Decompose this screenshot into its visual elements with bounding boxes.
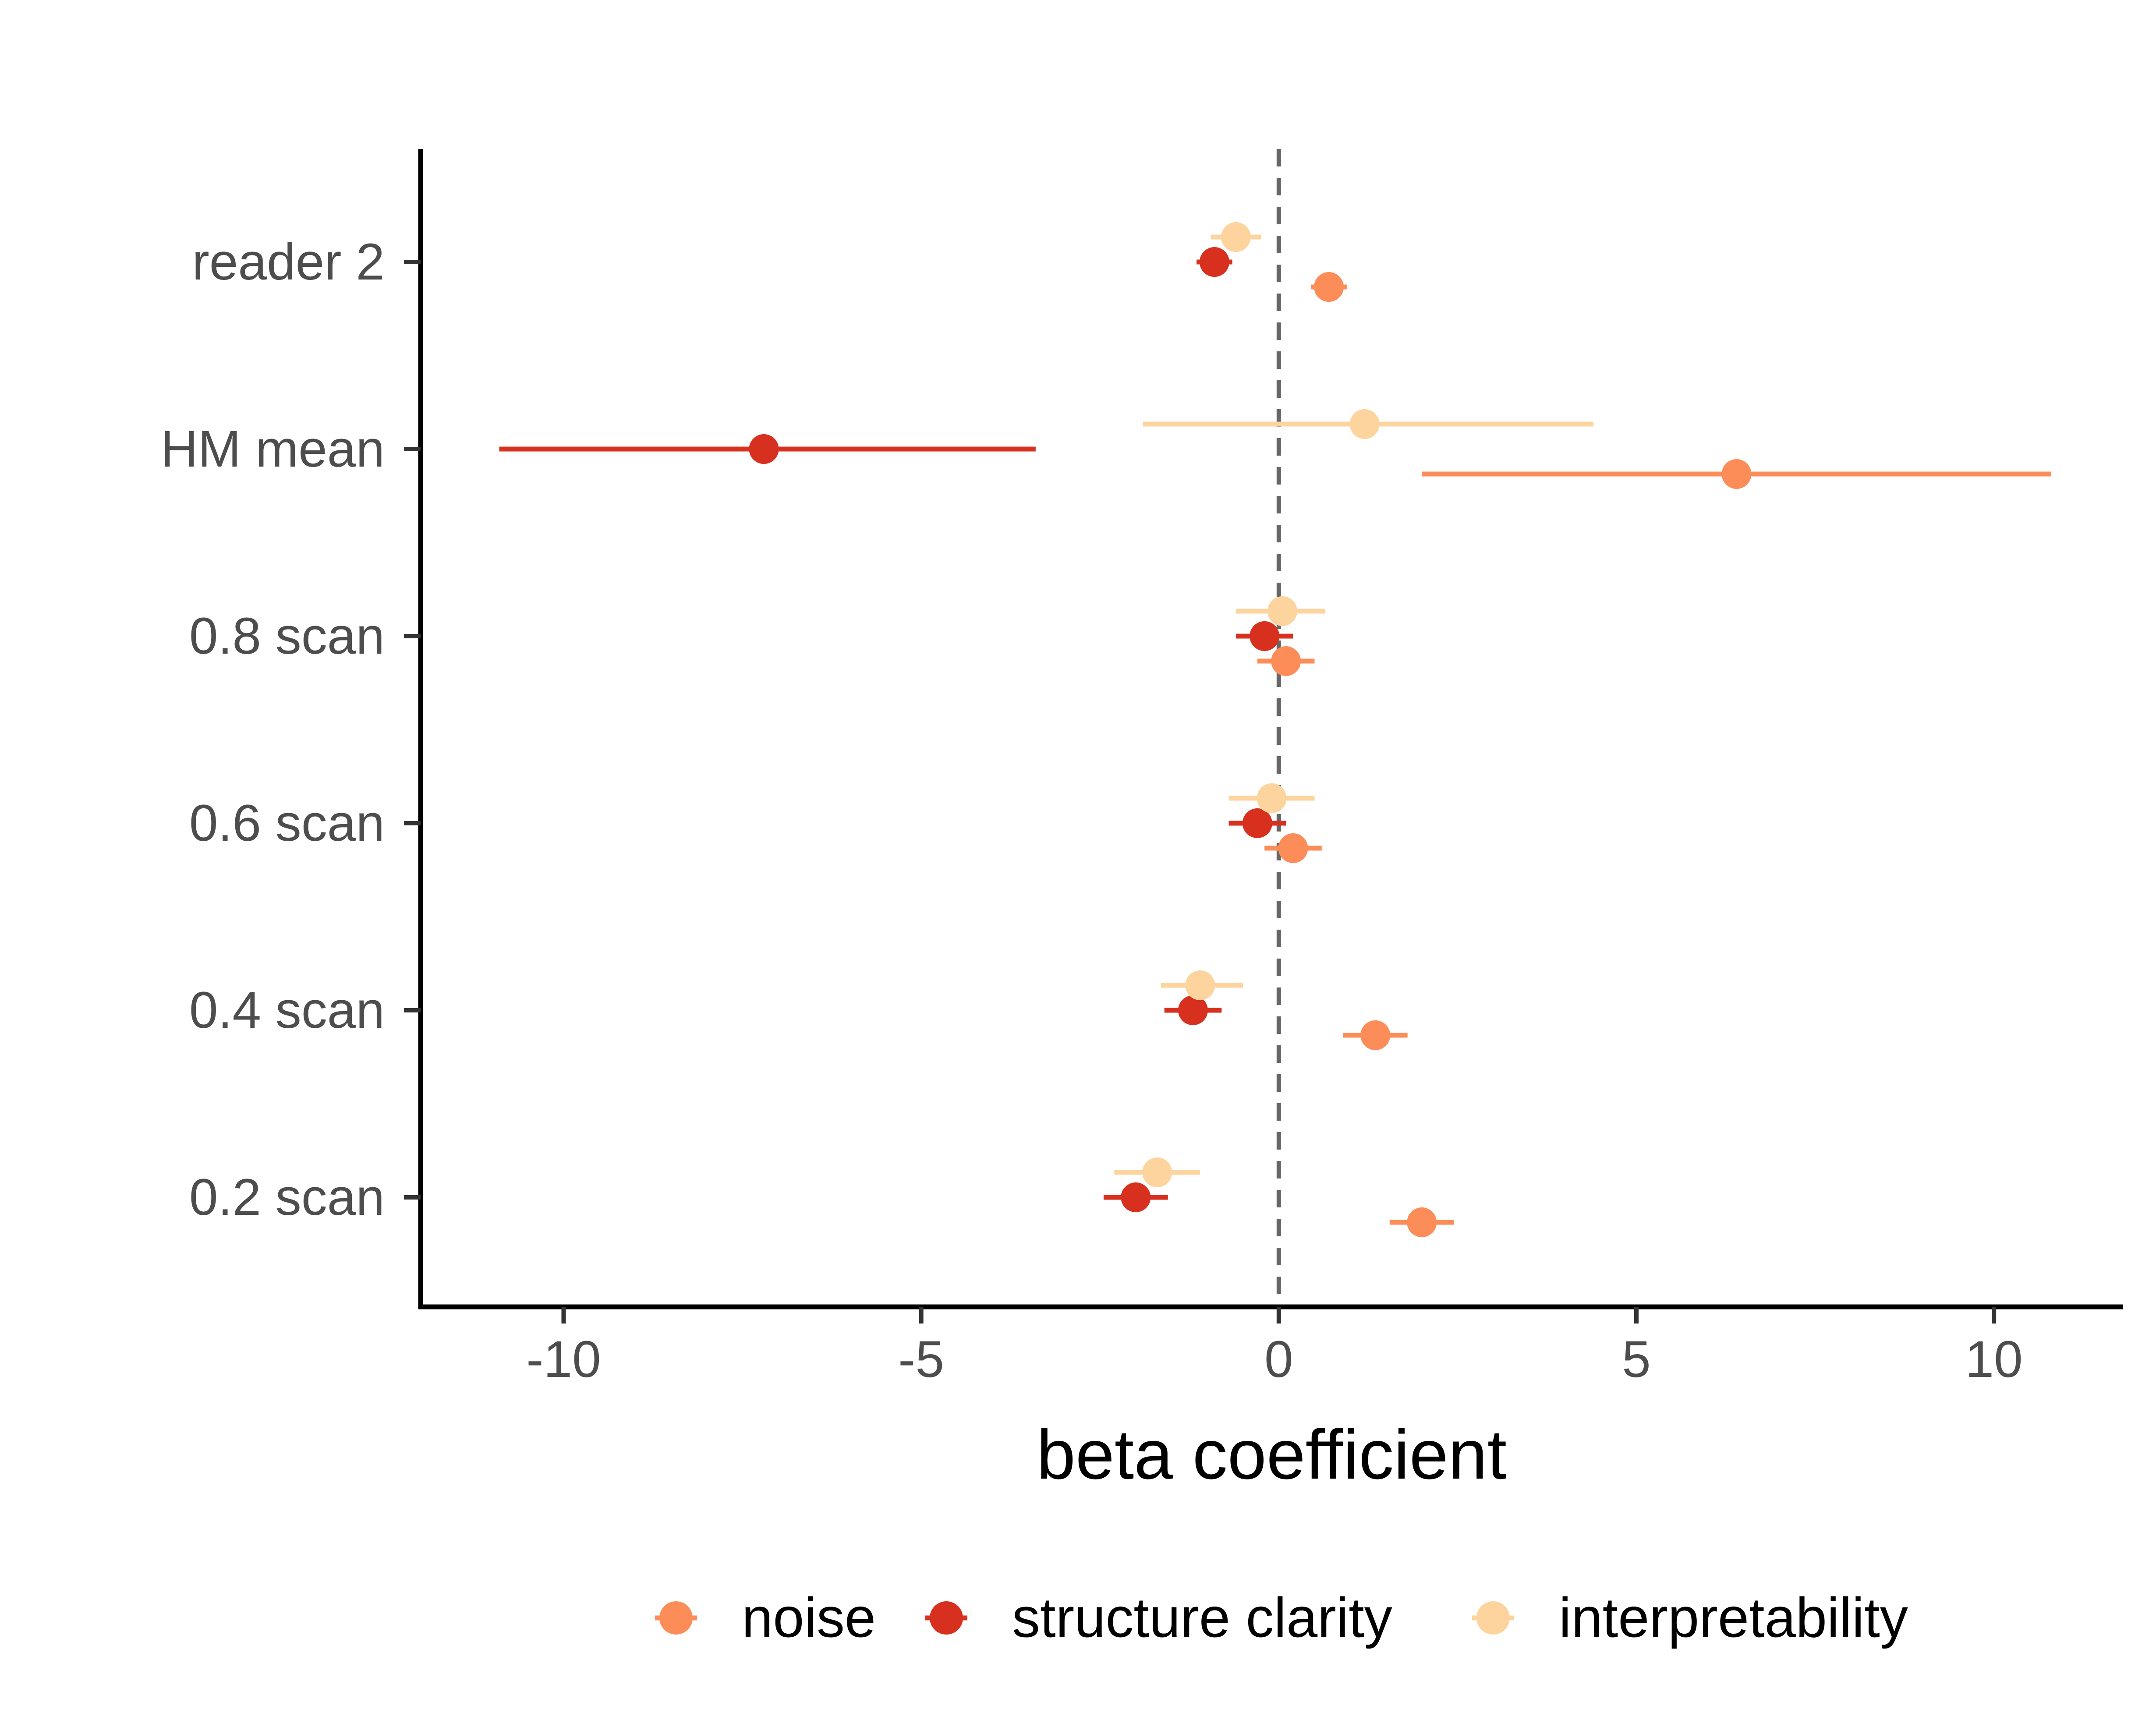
point-interpretability-reader-2 bbox=[1221, 222, 1251, 252]
point-interpretability-0-6-scan bbox=[1257, 783, 1287, 813]
legend-label-noise: noise bbox=[742, 1587, 876, 1649]
legend-label-interpretability: interpretability bbox=[1559, 1587, 1908, 1649]
x-tick-label-0: 0 bbox=[1264, 1331, 1293, 1388]
point-structure-clarity-0-4-scan bbox=[1178, 995, 1208, 1025]
point-structure-clarity-0-2-scan bbox=[1121, 1182, 1151, 1212]
legend: noise structure clarity interpretability bbox=[655, 1587, 1908, 1649]
labels-group: reader 2 HM mean 0.8 scan 0.6 scan 0.4 scan 0… bbox=[161, 233, 2023, 1493]
point-interpretability-hm-mean bbox=[1349, 409, 1380, 439]
point-noise-0-6-scan bbox=[1278, 833, 1308, 863]
axes-group bbox=[404, 149, 2123, 1324]
legend-key-dot-noise bbox=[659, 1601, 693, 1635]
point-noise-reader-2 bbox=[1314, 272, 1344, 302]
x-tick-label-10: -10 bbox=[526, 1331, 601, 1388]
y-tick-label-reader-2: reader 2 bbox=[192, 233, 385, 291]
point-noise-hm-mean bbox=[1721, 459, 1752, 489]
x-tick-label-5: -5 bbox=[898, 1331, 944, 1388]
legend-key-dot-interpretability bbox=[1476, 1601, 1510, 1635]
point-noise-0-8-scan bbox=[1271, 646, 1301, 676]
point-structure-clarity-0-6-scan bbox=[1242, 808, 1272, 838]
point-noise-0-2-scan bbox=[1407, 1207, 1437, 1237]
legend-key-dot-structure-clarity bbox=[930, 1601, 963, 1635]
x-axis-title: beta coefficient bbox=[1037, 1415, 1507, 1493]
point-noise-0-4-scan bbox=[1360, 1020, 1391, 1050]
y-tick-label-hm-mean: HM mean bbox=[161, 420, 385, 478]
y-tick-label-0-2-scan: 0.2 scan bbox=[189, 1168, 385, 1226]
y-tick-label-0-8-scan: 0.8 scan bbox=[189, 607, 385, 665]
x-tick-label-5: 5 bbox=[1622, 1331, 1651, 1388]
legend-label-structure-clarity: structure clarity bbox=[1012, 1587, 1392, 1649]
point-interpretability-0-4-scan bbox=[1185, 970, 1215, 1000]
x-tick-label-10: 10 bbox=[1965, 1331, 2023, 1388]
point-interpretability-0-8-scan bbox=[1267, 596, 1297, 626]
point-structure-clarity-reader-2 bbox=[1199, 247, 1229, 277]
y-tick-label-0-4-scan: 0.4 scan bbox=[189, 981, 385, 1039]
point-structure-clarity-0-8-scan bbox=[1250, 621, 1280, 651]
point-interpretability-0-2-scan bbox=[1142, 1157, 1172, 1187]
point-structure-clarity-hm-mean bbox=[749, 434, 779, 464]
marks-group bbox=[499, 222, 2051, 1237]
y-tick-label-0-6-scan: 0.6 scan bbox=[189, 794, 385, 852]
